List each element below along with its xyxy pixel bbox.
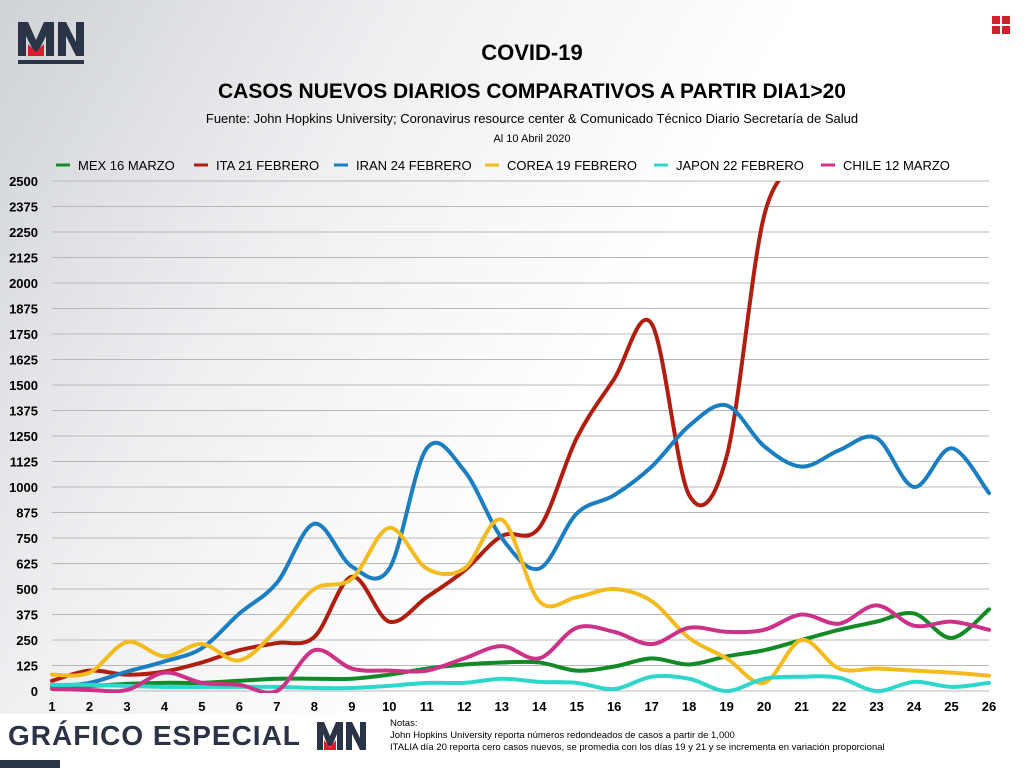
x-tick-label: 6 (236, 699, 243, 714)
x-tick-label: 2 (86, 699, 93, 714)
legend-entry-2: IRAN 24 FEBRERO (356, 158, 472, 173)
footer-mn-logo (317, 722, 366, 750)
chart-notes: Notas: John Hopkins University reporta n… (390, 718, 885, 754)
y-tick-label: 750 (16, 531, 38, 546)
chart-source: Fuente: John Hopkins University; Coronav… (205, 111, 859, 126)
y-tick-label: 125 (16, 659, 38, 674)
series-line-5 (50, 603, 991, 693)
y-tick-label: 0 (31, 684, 38, 699)
x-tick-label: 18 (682, 699, 696, 714)
series-line-3 (50, 517, 991, 685)
x-tick-label: 22 (832, 699, 846, 714)
x-tick-label: 7 (273, 699, 280, 714)
y-tick-label: 2000 (9, 276, 38, 291)
x-tick-label: 1 (48, 699, 55, 714)
x-tick-label: 23 (869, 699, 883, 714)
x-tick-label: 15 (569, 699, 583, 714)
series-line-2 (50, 402, 991, 689)
y-tick-label: 625 (16, 557, 38, 572)
y-tick-label: 1750 (9, 327, 38, 342)
y-tick-label: 1875 (9, 302, 38, 317)
y-tick-label: 1000 (9, 480, 38, 495)
x-tick-label: 17 (644, 699, 658, 714)
x-tick-label: 19 (719, 699, 733, 714)
x-tick-label: 16 (607, 699, 621, 714)
notes-line-1: John Hopkins University reporta números … (390, 730, 735, 741)
x-tick-label: 20 (757, 699, 771, 714)
y-tick-labels: 0 125 250 375 500 625 750 875 1000 1125 1250 1375 15… (9, 174, 38, 699)
grid-icon[interactable] (992, 16, 1010, 34)
y-tick-label: 2500 (9, 174, 38, 189)
x-tick-label: 8 (311, 699, 318, 714)
legend-entry-1: ITA 21 FEBRERO (216, 158, 319, 173)
series-lines (50, 181, 991, 693)
footer-label: GRÁFICO ESPECIAL (8, 720, 301, 751)
x-tick-label: 14 (532, 699, 547, 714)
notes-header: Notas: (390, 718, 418, 729)
chart-subtitle: CASOS NUEVOS DIARIOS COMPARATIVOS A PART… (218, 80, 846, 103)
series-line-4 (50, 673, 991, 693)
chart-legend: MEX 16 MARZO ITA 21 FEBRERO IRAN 24 FEBRER… (56, 158, 950, 173)
legend-entry-0: MEX 16 MARZO (78, 158, 175, 173)
x-tick-label: 12 (457, 699, 471, 714)
y-tick-label: 375 (16, 608, 38, 623)
chart-date: Al 10 Abril 2020 (493, 133, 571, 145)
chart-title: COVID-19 (481, 40, 583, 65)
legend-entry-3: COREA 19 FEBRERO (507, 158, 637, 173)
y-tick-label: 1625 (9, 353, 38, 368)
y-tick-label: 875 (16, 506, 38, 521)
x-tick-label: 4 (161, 699, 169, 714)
y-tick-label: 1375 (9, 404, 38, 419)
y-tick-label: 2375 (9, 200, 38, 215)
x-tick-label: 26 (982, 699, 996, 714)
x-tick-label: 10 (382, 699, 396, 714)
x-tick-label: 21 (794, 699, 808, 714)
y-tick-label: 1125 (10, 455, 38, 470)
y-tick-label: 2250 (9, 225, 38, 240)
footer-underline (0, 760, 60, 768)
y-tick-label: 1500 (9, 378, 38, 393)
legend-entry-5: CHILE 12 MARZO (843, 158, 950, 173)
mn-logo (18, 22, 84, 64)
y-tick-label: 500 (16, 582, 38, 597)
legend-entry-4: JAPON 22 FEBRERO (676, 158, 804, 173)
notes-line-2: ITALIA día 20 reporta cero casos nuevos,… (390, 742, 885, 753)
x-tick-label: 3 (123, 699, 130, 714)
y-tick-label: 1250 (9, 429, 38, 444)
x-tick-label: 25 (944, 699, 958, 714)
series-line-1 (50, 181, 781, 683)
y-tick-label: 250 (16, 633, 38, 648)
x-tick-labels: 1 2 3 4 5 6 7 8 9 10 11 12 13 14 15 16 17 18 19 20 21 22 23 24 2… (48, 699, 996, 714)
x-tick-label: 24 (907, 699, 922, 714)
chart-grid (52, 180, 989, 692)
x-tick-label: 9 (348, 699, 355, 714)
y-tick-label: 2125 (9, 251, 38, 266)
x-tick-label: 11 (420, 699, 434, 714)
x-tick-label: 13 (495, 699, 509, 714)
x-tick-label: 5 (198, 699, 205, 714)
